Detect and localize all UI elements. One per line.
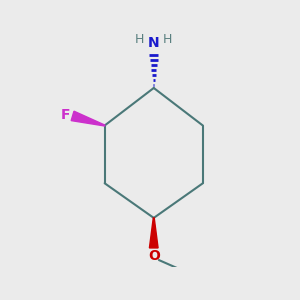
Text: N: N	[148, 36, 160, 50]
Text: H: H	[135, 33, 145, 46]
Text: F: F	[60, 108, 70, 122]
Text: H: H	[163, 33, 172, 46]
Text: O: O	[148, 249, 160, 263]
Polygon shape	[149, 218, 158, 248]
Polygon shape	[71, 111, 105, 126]
